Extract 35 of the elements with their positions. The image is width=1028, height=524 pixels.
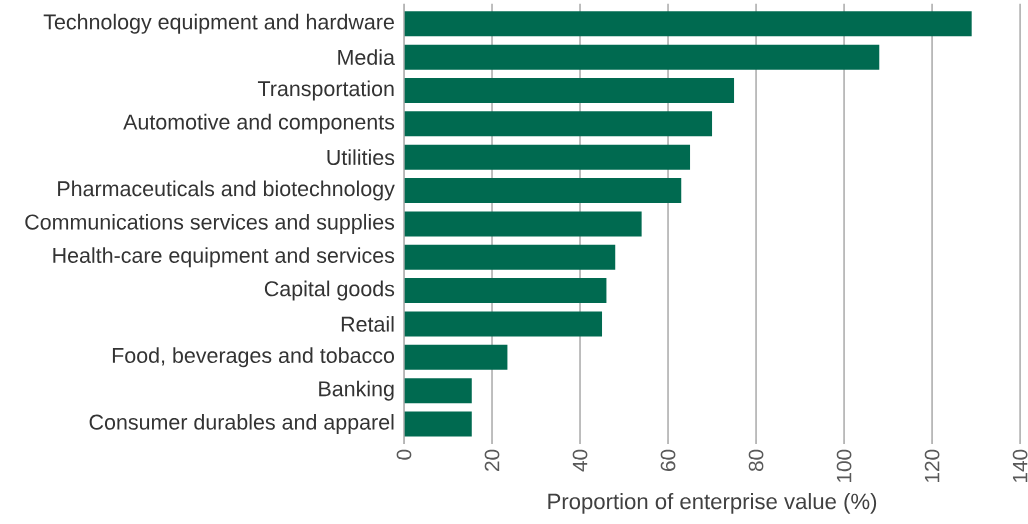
bar	[404, 77, 735, 103]
x-tick-label: 20	[484, 449, 500, 471]
x-tick-label: 140	[1012, 449, 1028, 482]
y-tick-label: Health-care equipment and services	[53, 247, 395, 268]
bar	[404, 211, 642, 237]
x-tick-label: 100	[836, 449, 852, 482]
bar	[404, 244, 616, 270]
y-tick-label: Utilities	[327, 149, 395, 166]
y-tick-label: Consumer durables and apparel	[89, 414, 394, 434]
y-tick-label: Technology equipment and hardware	[43, 13, 394, 34]
bar	[404, 344, 508, 370]
bar	[404, 178, 682, 204]
y-tick-label: Capital goods	[264, 280, 395, 301]
x-tick-label: 40	[572, 449, 588, 472]
y-tick-label: Automotive and components	[123, 113, 395, 134]
x-tick-label: 120	[924, 449, 940, 482]
y-tick-label: Media	[338, 49, 395, 66]
x-axis-title: Proportion of enterprise value (%)	[548, 493, 877, 514]
x-tick-label: 60	[660, 449, 676, 471]
bar	[404, 378, 472, 404]
bar	[404, 311, 603, 337]
bar	[404, 278, 607, 304]
y-tick-label: Retail	[341, 316, 394, 332]
y-tick-label: Food, beverages and tobacco	[112, 347, 394, 368]
bar	[404, 144, 691, 170]
bar	[404, 411, 472, 437]
bar	[404, 44, 880, 70]
x-tick-label: 80	[748, 449, 764, 472]
y-tick-label: Transportation	[257, 80, 394, 101]
y-tick-label: Banking	[319, 380, 394, 401]
x-tick-label: 0	[396, 449, 412, 460]
y-tick-label: Communications services and supplies	[25, 213, 395, 234]
y-tick-label: Pharmaceuticals and biotechnology	[58, 180, 395, 201]
bar	[404, 11, 972, 37]
bar	[404, 111, 713, 137]
